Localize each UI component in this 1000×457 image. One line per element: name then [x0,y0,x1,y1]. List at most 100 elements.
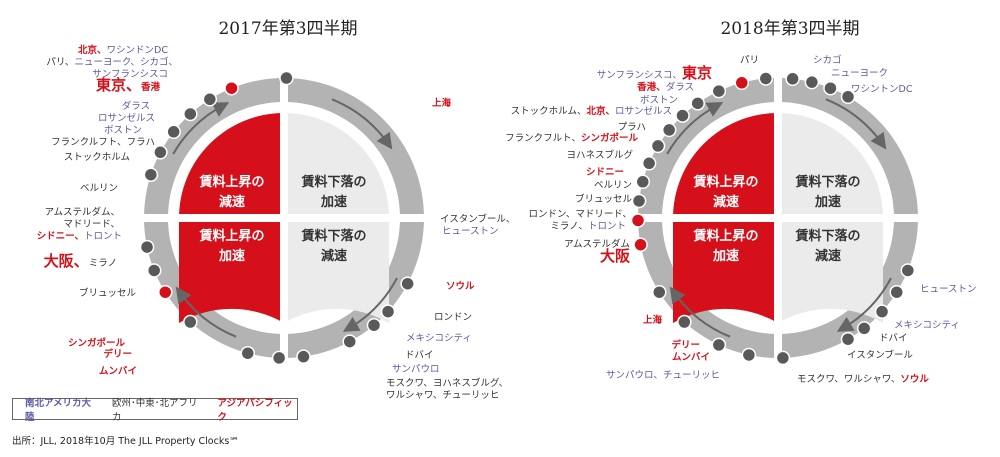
city-segment: ドバイ [879,333,908,344]
city-label-l03: サンフランシスコ [92,69,168,80]
cycle-arrow-2 [342,277,398,332]
quadrant-q2-line-1: 賃料下落の [300,174,366,190]
city-segment: シカゴ [813,55,842,66]
city-label-r23: デリー [671,340,700,351]
city-segment: ブリュッセル [78,288,136,299]
city-dot-26 [900,263,916,278]
city-label-l06: ロサンゼルス [98,113,155,124]
city-label-l04: 東京、香港 [96,78,160,94]
city-label-l18: ムンバイ [99,366,137,377]
city-label-r27: モスクワ、ワルシャワ、ソウル [797,374,929,385]
quadrant-q3-line-2: 加速 [712,248,739,264]
city-segment: シドニー、 [36,231,84,242]
city-segment: ヒューストン [442,226,499,237]
city-segment: ダラス [665,82,694,93]
quadrant-q1-line-1: 賃料上昇の [692,174,758,190]
city-segment: 香港、 [637,82,666,93]
city-segment: 香港 [140,82,160,93]
city-dot-16 [633,237,648,252]
city-dot-16 [366,317,382,333]
cycle-arrow-2 [836,277,892,332]
city-segment: パリ [740,55,760,66]
city-segment: モスクワ、ヨハネスブルグ、 [386,378,509,389]
city-segment: メキシコシティ [894,320,960,331]
city-segment: 大阪 [599,247,630,265]
city-label-r17: アムステルダム [564,239,630,250]
quadrant-q1-line-1: 賃料上昇の [198,174,264,190]
city-segment: メキシコシティ [406,333,472,344]
city-label-l19: 上海 [432,98,451,109]
city-segment: シンガポール [67,338,125,349]
city-segment: イスタンブール [847,350,913,361]
city-label-r09: プラハ [618,122,646,133]
city-label-r22: ドバイ [879,333,908,344]
city-dot-4 [183,106,198,122]
quadrant-q2-line-1: 賃料下落の [794,174,860,190]
city-dot-11 [650,138,666,154]
city-segment: ワルシャワ、チューリッヒ [386,390,500,401]
city-segment: ブリュッセル [574,194,632,205]
city-segment: トロント [83,231,122,242]
city-label-r15: ロンドン、マドリード、 [528,209,632,220]
city-label-r14: ブリュッセル [575,194,632,205]
quadrant-q4-line-2: 減速 [321,248,347,264]
city-dot-6 [153,145,168,160]
city-segment: ヒューストン [920,284,977,295]
quadrant-q3-line-1: 賃料上昇の [198,228,264,244]
city-segment: サンフランシスコ、 [596,70,682,81]
city-segment: ニューヨーク、シカゴ、 [74,57,178,68]
city-dot-12 [641,156,657,171]
city-segment: ニューヨーク [831,68,889,79]
city-label-l23: ロンドン [434,312,472,323]
city-segment: デリー [671,340,700,351]
city-segment: モスクワ、ワルシャワ、 [797,374,901,385]
city-label-l02: パリ、ニューヨーク、シカゴ、 [46,57,178,68]
city-segment: パリ、 [46,57,75,68]
city-segment: ソウル [900,374,929,385]
legend-americas: 南北アメリカ大陸 [25,398,92,423]
city-segment: 東京、 [95,76,141,94]
source-note: 出所：JLL, 2018年10月 The JLL Property Clocks… [12,436,239,447]
city-segment: フランクルフト、フラハ [51,137,155,148]
city-segment: ヨハネスブルグ [566,150,633,161]
city-segment: 北京、 [78,45,107,56]
city-segment: サンパウロ、チューリッヒ [605,370,720,381]
city-segment: サンパウロ [392,364,440,375]
cycle-arrow-1 [825,98,887,150]
city-label-r18: 大阪 [600,249,630,264]
quadrant-q3-line-2: 加速 [218,248,245,264]
city-dot-18 [400,276,415,291]
legend-emea: 欧州･中東･北アフリカ [112,398,198,423]
city-segment: サンフランシスコ [92,69,168,80]
city-label-r25: イスタンブール [847,350,913,361]
city-label-l13: シドニー、トロント [37,231,122,242]
city-label-l09: ストックホルム [64,152,130,163]
city-segment: 上海 [642,315,662,326]
city-segment: フランクフルト、 [505,133,581,144]
city-label-l07: ボストン [104,125,142,136]
city-segment: マドリード、 [63,219,120,230]
city-dot-23 [856,321,872,336]
city-label-l12: マドリード、 [63,219,120,230]
city-dot-13 [271,350,287,366]
city-label-l24: メキシコシティ [406,333,472,344]
city-dot-24 [874,304,890,319]
city-dot-13 [635,174,651,190]
cycle-arrow-3 [175,286,237,338]
city-dot-8 [690,96,705,111]
city-label-l22: ソウル [446,281,475,292]
city-segment: 北京、 [586,106,615,117]
quadrant-q4-line-1: 賃料下落の [300,228,366,244]
city-dot-17 [652,284,667,300]
city-dot-18 [677,314,692,330]
city-segment: ストックホルム [63,152,130,163]
city-dot-2 [202,92,218,107]
city-dot-20 [741,347,757,363]
city-label-l26: サンパウロ [392,364,440,375]
cycle-arrow-1 [331,98,393,150]
city-segment: アムステルダム、 [44,207,120,218]
city-label-l27: モスクワ、ヨハネスブルグ、 [386,378,508,389]
city-segment: ムンバイ [98,366,137,377]
